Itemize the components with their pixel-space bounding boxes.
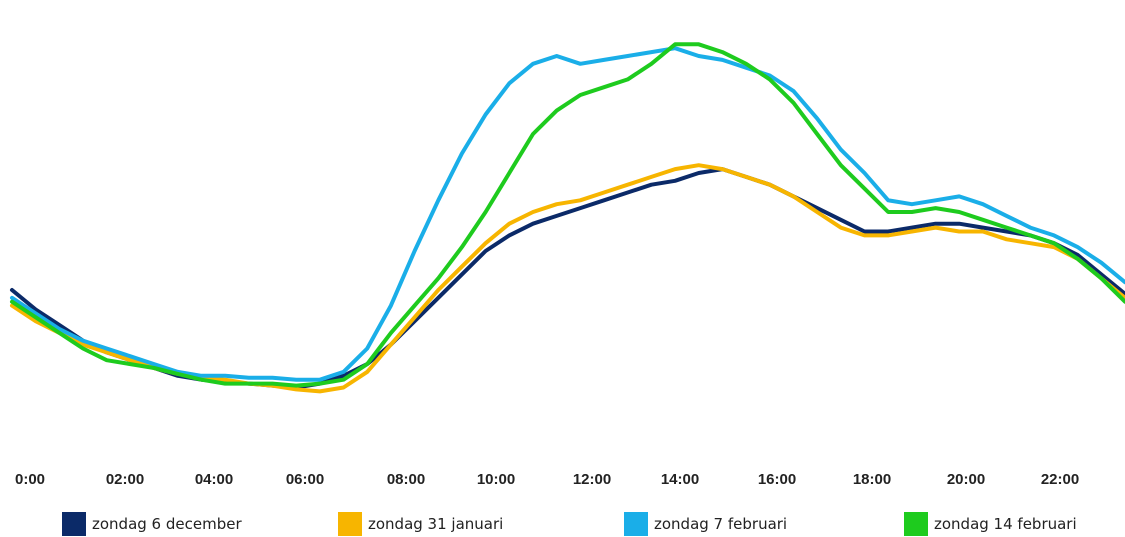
legend-item: zondag 31 januari xyxy=(338,512,503,536)
x-tick-label: 16:00 xyxy=(758,471,796,488)
legend-swatch xyxy=(338,512,362,536)
series-lines xyxy=(10,42,1125,394)
legend-swatch xyxy=(62,512,86,536)
legend-item: zondag 6 december xyxy=(62,512,242,536)
x-tick-label: 14:00 xyxy=(661,471,699,488)
x-tick-label: 06:00 xyxy=(286,471,324,488)
x-tick-label: 20:00 xyxy=(947,471,985,488)
series-line-3 xyxy=(10,46,1125,382)
legend-swatch xyxy=(624,512,648,536)
legend-label: zondag 6 december xyxy=(92,515,242,533)
x-tick-label: 18:00 xyxy=(853,471,891,488)
x-tick-label: 08:00 xyxy=(387,471,425,488)
legend-item: zondag 7 februari xyxy=(624,512,787,536)
x-axis-tick-labels: 0:00 02:00 04:00 06:00 08:00 10:00 12:00 14:00 1… xyxy=(15,471,1079,488)
legend-item: zondag 14 februari xyxy=(904,512,1077,536)
x-tick-label: 04:00 xyxy=(195,471,233,488)
x-tick-label: 0:00 xyxy=(15,471,45,488)
legend-label: zondag 7 februari xyxy=(654,515,788,533)
legend-swatch xyxy=(904,512,928,536)
legend-label: zondag 14 februari xyxy=(934,515,1077,533)
x-tick-label: 22:00 xyxy=(1041,471,1079,488)
x-tick-label: 12:00 xyxy=(573,471,611,488)
legend: zondag 6 december zondag 31 januari zondag… xyxy=(0,510,1125,537)
legend-label: zondag 31 januari xyxy=(368,515,504,533)
series-line-4 xyxy=(10,42,1125,388)
series-line-2 xyxy=(10,163,1125,394)
x-tick-label: 02:00 xyxy=(106,471,144,488)
x-tick-label: 10:00 xyxy=(477,471,515,488)
